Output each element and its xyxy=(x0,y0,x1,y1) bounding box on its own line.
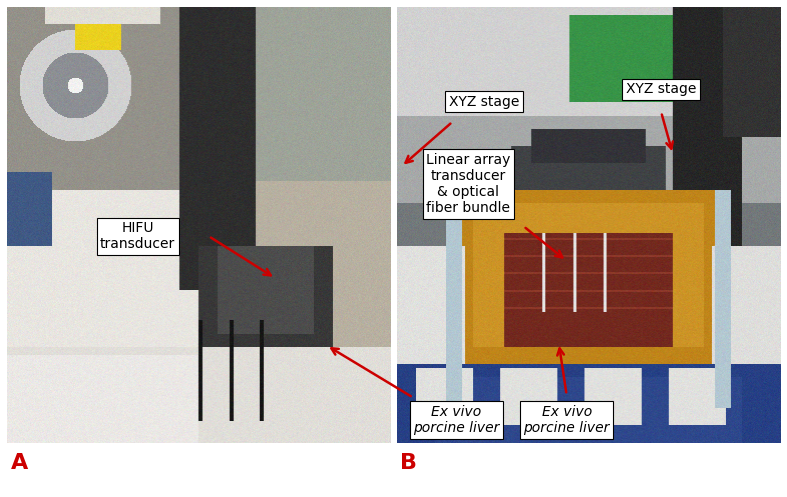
Text: XYZ stage: XYZ stage xyxy=(626,83,696,96)
Text: Ex vivo
porcine liver: Ex vivo porcine liver xyxy=(413,405,500,435)
Text: Ex vivo
porcine liver: Ex vivo porcine liver xyxy=(523,405,610,435)
Text: Linear array
transducer
& optical
fiber bundle: Linear array transducer & optical fiber … xyxy=(426,153,511,215)
Text: XYZ stage: XYZ stage xyxy=(449,95,519,109)
Text: HIFU
transducer: HIFU transducer xyxy=(100,221,176,251)
Text: A: A xyxy=(11,453,28,473)
Text: B: B xyxy=(401,453,417,473)
